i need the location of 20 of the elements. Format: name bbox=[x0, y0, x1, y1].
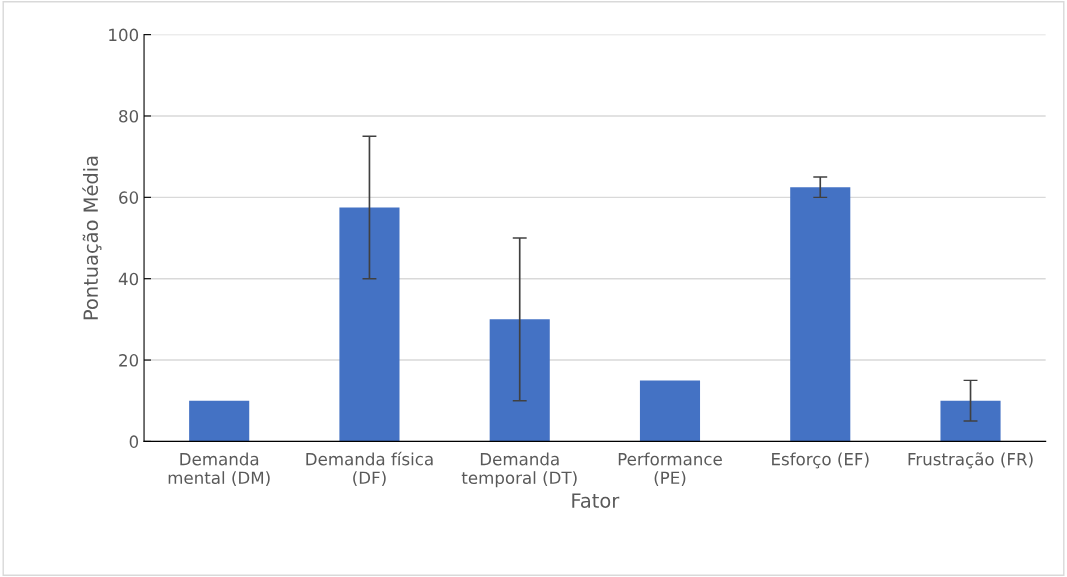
bar bbox=[339, 207, 400, 442]
bar bbox=[940, 400, 1001, 442]
y-axis-title: Pontuação Média bbox=[82, 156, 102, 320]
bar bbox=[189, 400, 250, 442]
y-tick-label: 40 bbox=[118, 272, 139, 286]
x-tick-label: Esforço (EF) bbox=[772, 452, 869, 469]
y-tick-label: 80 bbox=[119, 109, 139, 123]
y-tick-label: 20 bbox=[119, 354, 139, 367]
x-tick-label: Demanda física (DF) bbox=[306, 451, 433, 487]
x-axis-title: Fator bbox=[572, 493, 620, 508]
bar bbox=[790, 187, 851, 442]
x-tick-label: Demanda mental (DM) bbox=[168, 452, 270, 487]
y-tick-label: 100 bbox=[109, 28, 139, 42]
bar bbox=[639, 380, 701, 442]
x-tick-label: Performance (PE) bbox=[618, 452, 722, 487]
x-tick-label: Frustração (FR) bbox=[908, 452, 1033, 469]
bar bbox=[489, 319, 550, 442]
y-tick-label: 60 bbox=[119, 191, 139, 204]
x-tick-label: Demanda temporal (DT) bbox=[461, 452, 577, 488]
y-tick-label: 0 bbox=[129, 435, 139, 448]
